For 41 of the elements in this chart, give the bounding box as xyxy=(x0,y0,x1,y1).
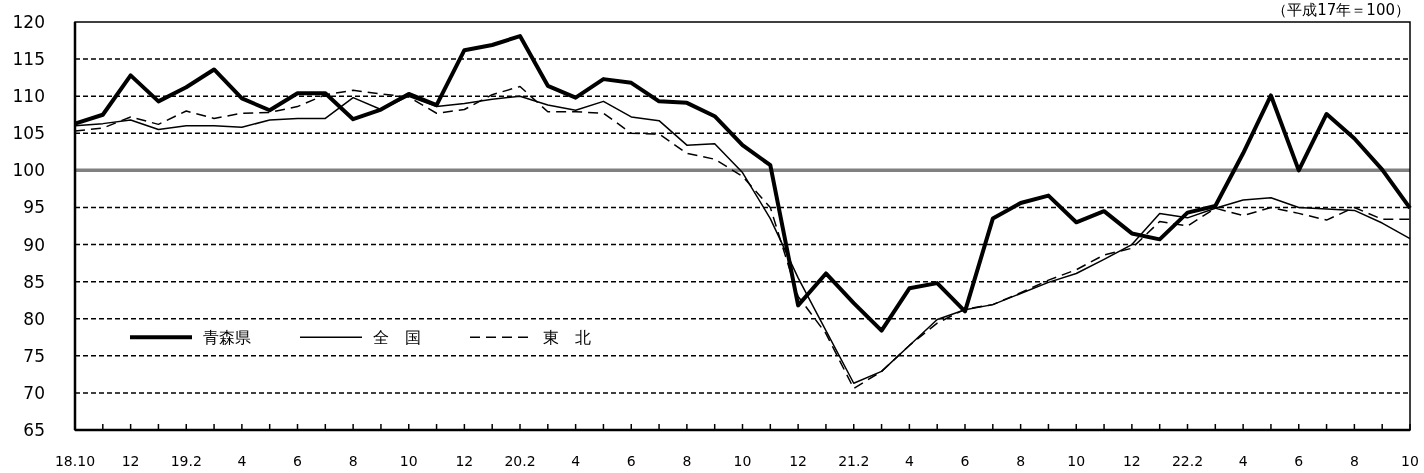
x-tick-label: 8 xyxy=(1349,453,1359,469)
y-tick-label: 70 xyxy=(23,382,45,403)
x-tick-label: 8 xyxy=(1016,453,1026,469)
x-tick-label: 10 xyxy=(733,453,752,469)
x-tick-label: 8 xyxy=(348,453,358,469)
x-tick-label: 4 xyxy=(237,453,247,469)
x-tick-label: 18.10 xyxy=(54,453,96,469)
x-tick-label: 22.2 xyxy=(1171,453,1204,469)
x-tick-label: 12 xyxy=(121,453,140,469)
x-tick-label: 12 xyxy=(455,453,474,469)
legend-label: 東 北 xyxy=(543,328,591,348)
y-tick-label: 80 xyxy=(23,308,45,329)
x-tick-label: 21.2 xyxy=(838,453,870,469)
y-tick-label: 115 xyxy=(12,49,45,70)
x-tick-label: 8 xyxy=(682,453,692,469)
y-tick-label: 105 xyxy=(12,123,45,144)
y-tick-label: 110 xyxy=(12,86,45,107)
x-tick-label: 10 xyxy=(1067,453,1086,469)
x-tick-label: 4 xyxy=(904,453,914,469)
legend-label: 青森県 xyxy=(203,328,251,348)
x-tick-label: 6 xyxy=(293,453,303,469)
x-tick-label: 20.2 xyxy=(504,453,536,469)
x-tick-label: 12 xyxy=(789,453,808,469)
x-tick-label: 4 xyxy=(571,453,581,469)
y-tick-label: 75 xyxy=(23,345,45,366)
x-tick-label: 19.2 xyxy=(170,453,202,469)
x-tick-label: 10 xyxy=(399,453,418,469)
legend-label: 全 国 xyxy=(373,328,421,348)
y-tick-label: 90 xyxy=(23,234,45,255)
x-tick-label: 6 xyxy=(1294,453,1304,469)
x-tick-label: 6 xyxy=(960,453,970,469)
x-tick-label: 10 xyxy=(1401,453,1419,469)
y-tick-label: 100 xyxy=(12,160,45,181)
x-tick-label: 12 xyxy=(1122,453,1141,469)
y-tick-label: 95 xyxy=(23,197,45,218)
x-tick-label: 4 xyxy=(1238,453,1248,469)
x-tick-label: 6 xyxy=(626,453,636,469)
y-tick-label: 65 xyxy=(23,420,45,440)
text: （平成17年＝100） xyxy=(1272,1,1410,19)
y-tick-label: 85 xyxy=(23,271,45,292)
y-tick-label: 120 xyxy=(12,12,45,32)
